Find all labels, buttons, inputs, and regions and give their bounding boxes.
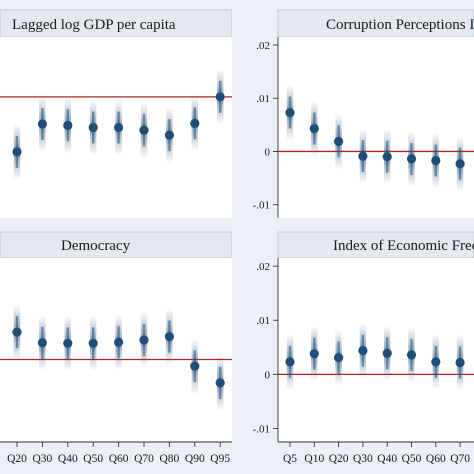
panel-democracy-title: Democracy <box>61 238 131 254</box>
coefficient-point <box>406 154 417 164</box>
coefficient-point <box>431 155 441 166</box>
panel-corruption: Corruption Perceptions I .02 .01 0 -.01 <box>232 0 474 218</box>
coefficient-point <box>215 378 225 388</box>
x-tick-label: Q40 <box>58 453 78 465</box>
panel-democracy-title-bar <box>0 231 233 259</box>
coefficient-point <box>12 327 22 337</box>
panel-lagged-gdp: Lagged log GDP per capita <box>0 0 233 218</box>
x-tick-label: Q10 <box>304 453 324 465</box>
y-tick-label: 0 <box>265 369 271 381</box>
coefficient-point <box>358 345 368 356</box>
coefficient-point <box>309 349 319 359</box>
y-tick-label: 0 <box>265 146 271 158</box>
x-tick-label: Q60 <box>426 453 446 465</box>
panel-corruption-title: Corruption Perceptions I <box>326 17 474 33</box>
panel-economic-freedom-title: Index of Economic Free <box>333 238 474 254</box>
coefficient-point <box>431 357 441 367</box>
coefficient-point <box>139 335 149 345</box>
panel-economic-freedom-title-bar <box>277 231 474 259</box>
coefficient-point <box>406 350 417 360</box>
x-tick-label: Q50 <box>83 453 103 465</box>
coefficient-point <box>382 152 392 162</box>
y-tick-label: .01 <box>256 93 270 105</box>
coefficient-point <box>88 338 98 348</box>
x-tick-label: Q20 <box>7 453 27 465</box>
x-tick-label: Q60 <box>109 453 129 465</box>
y-tick-label: .02 <box>256 40 270 52</box>
panel-democracy: Democracy Q20 Q30 Q40 Q50 Q60 Q70 Q80 Q90 Q95 <box>0 218 233 474</box>
x-tick-label: Q50 <box>402 453 422 465</box>
coefficient-point <box>334 352 344 363</box>
y-tick-label: -.01 <box>253 423 270 435</box>
coefficient-point <box>164 130 174 140</box>
coefficient-point <box>285 357 295 367</box>
coefficient-point <box>285 107 295 118</box>
y-tick-label: .01 <box>256 315 270 327</box>
x-tick-label: Q40 <box>377 453 397 465</box>
coefficient-point <box>139 125 149 135</box>
x-tick-label: Q70 <box>134 453 154 465</box>
coefficient-point <box>114 122 124 133</box>
panel-lagged-gdp-title-bar <box>0 9 233 38</box>
coefficient-point <box>455 357 465 368</box>
coefficient-point <box>382 348 392 358</box>
x-tick-label: Q95 <box>210 453 230 465</box>
x-tick-label: Q90 <box>185 453 205 465</box>
coefficient-point <box>309 123 319 134</box>
coefficient-point <box>334 136 344 146</box>
x-tick-label: Q30 <box>32 453 52 465</box>
y-tick-label: .02 <box>256 261 270 273</box>
x-tick-label: Q5 <box>283 453 297 465</box>
x-tick-label: Q80 <box>159 453 179 465</box>
coefficient-point <box>63 338 73 348</box>
coefficient-point <box>114 337 124 347</box>
coefficient-point <box>88 122 98 133</box>
coefficient-point <box>37 119 48 129</box>
y-tick-label: -.01 <box>253 200 270 212</box>
x-tick-label: Q30 <box>353 453 373 465</box>
coefficient-point <box>164 332 174 342</box>
panel-lagged-gdp-title: Lagged log GDP per capita <box>12 17 176 33</box>
coefficient-point <box>190 118 200 128</box>
x-tick-label: Q70 <box>450 453 470 465</box>
x-tick-label: Q20 <box>329 453 349 465</box>
coefficient-point <box>455 159 465 169</box>
panel-corruption-plot-area <box>278 37 474 218</box>
coefficient-point <box>37 338 48 348</box>
coefficient-point <box>12 147 22 157</box>
panel-economic-freedom-plot-area <box>278 258 474 442</box>
coefficient-point <box>63 120 73 131</box>
coefficient-point <box>358 151 368 161</box>
coefficient-point <box>190 361 200 371</box>
panel-economic-freedom: Index of Economic Free .02 .01 0 -.01 Q5 Q10… <box>232 218 474 474</box>
coefficient-point <box>215 92 225 102</box>
